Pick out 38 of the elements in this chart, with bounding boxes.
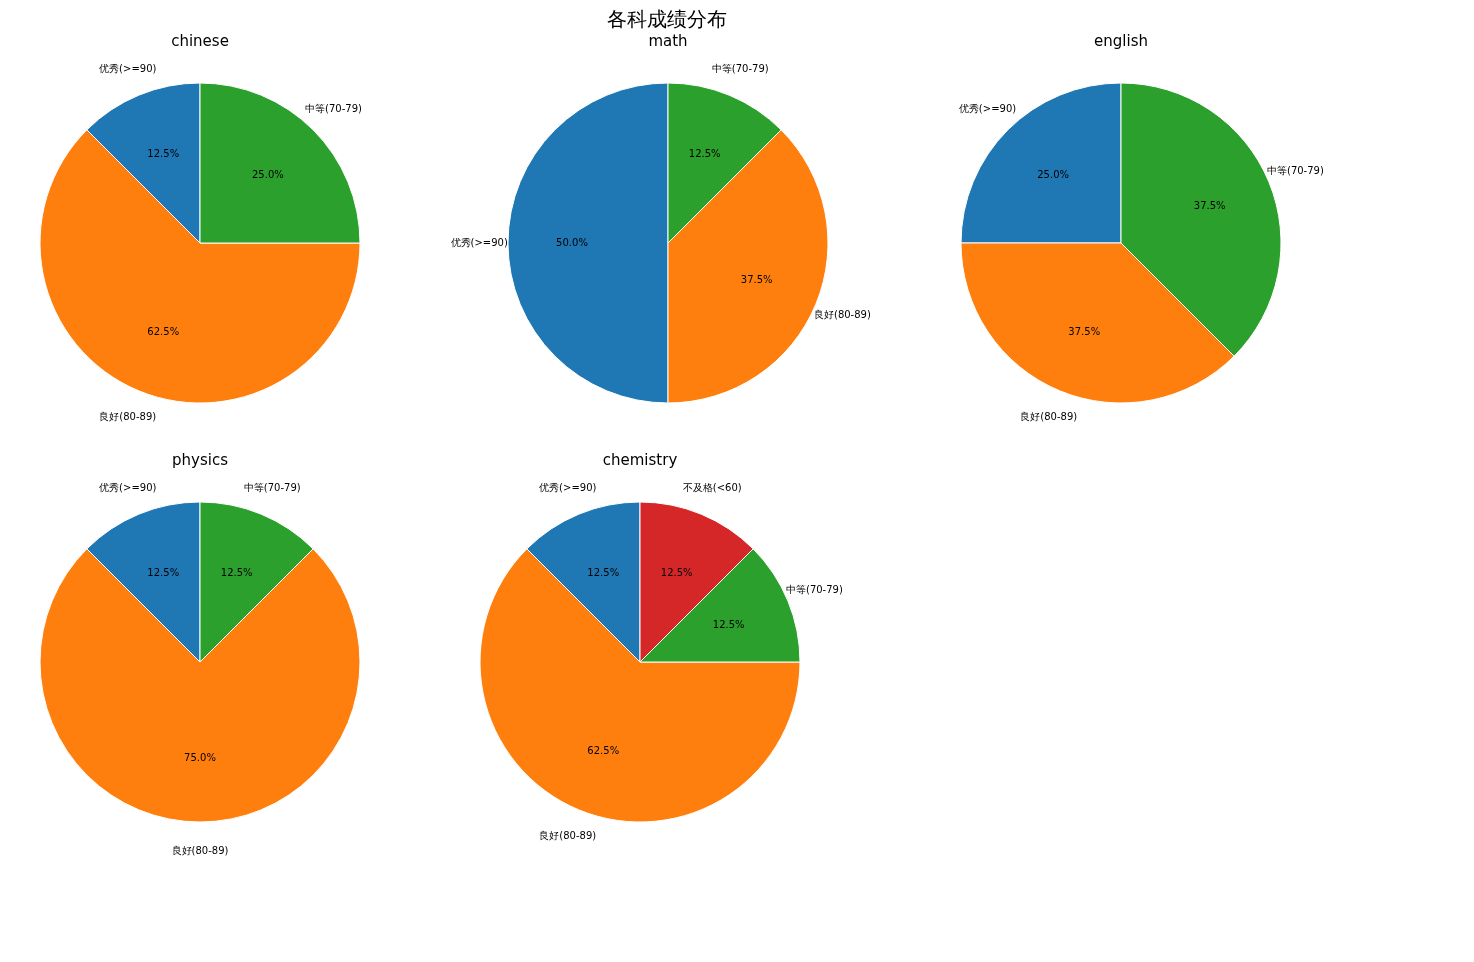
text: 各科成绩分布 [606,7,727,31]
chart-title: chemistry [602,451,678,469]
chart-title: chinese [171,32,229,50]
slice-label: 中等(70-79) [711,62,769,74]
data-label: 12.5% [587,567,620,579]
data-label: 75.0% [184,752,216,763]
slice-label: 中等(70-79) [305,103,363,115]
slice-label: 良好(80-89) [813,309,871,321]
data-label: 62.5% [147,325,180,337]
slice-label: 中等(70-79) [243,481,301,493]
data-label: 62.5% [587,744,620,756]
data-label: 12.5% [712,619,745,631]
slice-label: 中等(70-79) [785,583,843,595]
data-label: 12.5% [660,567,693,579]
data-label: 12.5% [147,567,180,579]
slice-label: 不及格(<60) [682,481,742,493]
slice-label: 良好(80-89) [171,844,229,856]
slice-label: 优秀(>=90) [99,62,157,74]
slice-label: 优秀(>=90) [99,481,157,493]
chart-title: math [648,32,688,50]
data-label: 12.5% [688,148,721,160]
data-label: 12.5% [220,567,253,579]
chart-title: physics [172,451,229,469]
slice-label: 优秀(>=90) [450,237,508,248]
data-label: 37.5% [1068,325,1101,337]
data-label: 25.0% [251,169,284,181]
data-label: 37.5% [1193,200,1226,212]
data-label: 12.5% [147,148,180,160]
data-label: 37.5% [740,273,773,285]
chart-title: english [1094,32,1148,50]
data-label: 50.0% [556,237,588,248]
slice-label: 优秀(>=90) [958,103,1017,115]
slice-label: 中等(70-79) [1266,164,1324,176]
slice-label: 良好(80-89) [99,411,157,423]
slice-label: 良好(80-89) [1020,411,1078,423]
slice-label: 良好(80-89) [539,830,597,842]
data-label: 25.0% [1037,169,1070,181]
slice-label: 优秀(>=90) [539,481,597,493]
